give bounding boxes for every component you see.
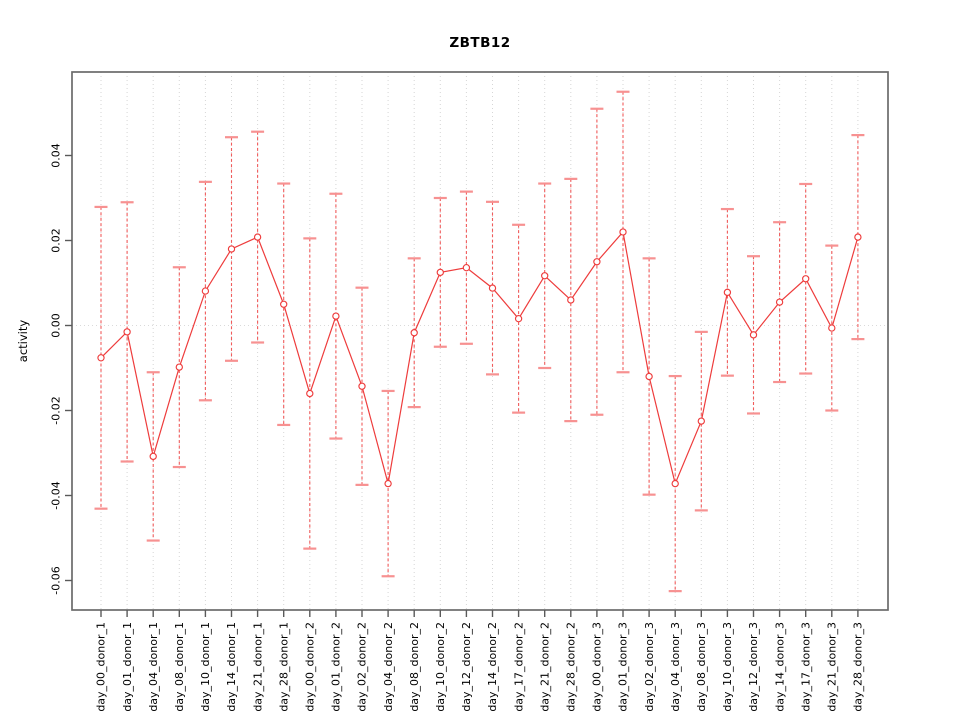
x-tick-label: day_00_donor_2 <box>304 622 317 712</box>
x-tick-label: day_28_donor_1 <box>277 622 290 712</box>
data-point-marker <box>358 382 366 390</box>
x-tick-label: day_08_donor_1 <box>173 622 186 712</box>
y-tick-label: -0.02 <box>50 396 63 424</box>
y-tick-labels: 0.04 0.02 0.00 -0.02 -0.04 -0.06 <box>50 143 63 594</box>
data-point-marker <box>123 328 131 336</box>
data-point-marker <box>149 452 157 461</box>
y-tick-label: 0.04 <box>50 143 63 168</box>
data-point-marker <box>306 389 314 398</box>
data-point-marker <box>619 228 627 236</box>
x-tick-label: day_00_donor_3 <box>591 622 604 712</box>
x-tick-label: day_10_donor_2 <box>434 622 447 712</box>
error-bars-layer <box>94 90 865 593</box>
x-tick-label: day_14_donor_1 <box>225 622 238 712</box>
data-point-marker <box>332 312 340 320</box>
y-axis-label: activity <box>16 320 30 363</box>
data-point-marker <box>227 245 236 253</box>
data-point-marker <box>488 284 497 292</box>
x-tick-label: day_04_donor_2 <box>382 622 395 712</box>
axes-layer <box>71 71 889 611</box>
data-point-marker <box>671 479 679 488</box>
x-tick-label: day_21_donor_2 <box>538 622 551 712</box>
data-point-marker <box>723 288 732 297</box>
chart-title: ZBTB12 <box>449 35 510 51</box>
x-tick-label: day_01_donor_3 <box>617 622 630 712</box>
data-point-marker <box>749 331 758 339</box>
x-tick-label: day_10_donor_1 <box>199 622 212 712</box>
series-line <box>100 230 859 486</box>
x-tick-label: day_28_donor_3 <box>852 622 865 712</box>
data-point-marker <box>436 268 444 277</box>
y-tick-label: -0.06 <box>50 566 63 594</box>
data-point-marker <box>567 296 575 304</box>
gridlines-layer <box>100 72 859 610</box>
y-tick-label: 0.02 <box>50 228 63 253</box>
x-tick-label: day_12_donor_2 <box>460 622 473 712</box>
x-tick-label: day_17_donor_3 <box>799 622 812 712</box>
data-point-marker <box>175 363 183 371</box>
x-tick-label: day_04_donor_3 <box>669 622 682 712</box>
x-tick-labels: day_00_donor_1 day_01_donor_1 day_04_donor… <box>95 622 865 712</box>
data-point-marker <box>410 329 418 337</box>
x-tick-label: day_00_donor_1 <box>95 622 108 712</box>
data-point-marker <box>384 479 392 488</box>
plot-border-box <box>71 71 889 611</box>
markers-layer <box>97 228 862 488</box>
y-tick-label: -0.04 <box>50 481 63 509</box>
data-point-marker <box>97 354 105 362</box>
x-tick-label: day_14_donor_3 <box>773 622 786 712</box>
x-tick-label: day_02_donor_2 <box>356 622 369 712</box>
data-point-marker <box>645 372 653 381</box>
x-tick-label: day_12_donor_3 <box>747 622 760 712</box>
x-tick-label: day_21_donor_1 <box>251 622 264 712</box>
x-tick-label: day_21_donor_3 <box>826 622 839 712</box>
data-point-marker <box>541 272 549 280</box>
x-tick-label: day_28_donor_2 <box>565 622 578 712</box>
data-point-marker <box>593 258 601 266</box>
x-tick-label: day_08_donor_2 <box>408 622 421 712</box>
x-tick-label: day_10_donor_3 <box>721 622 734 712</box>
x-tick-label: day_01_donor_1 <box>121 622 134 712</box>
x-tick-label: day_08_donor_3 <box>695 622 708 712</box>
tick-marks-layer <box>65 154 859 617</box>
data-point-marker <box>462 264 471 272</box>
x-tick-label: day_17_donor_2 <box>512 622 525 712</box>
x-tick-label: day_01_donor_2 <box>330 622 343 712</box>
x-tick-label: day_04_donor_1 <box>147 622 160 712</box>
data-point-marker <box>802 275 810 283</box>
data-point-marker <box>775 298 784 306</box>
data-point-marker <box>828 324 836 332</box>
data-point-marker <box>280 300 288 308</box>
x-tick-label: day_14_donor_2 <box>486 622 499 712</box>
data-point-marker <box>514 315 523 323</box>
data-point-marker <box>201 287 210 295</box>
data-point-marker <box>854 233 862 241</box>
data-point-marker <box>697 417 705 425</box>
data-point-marker <box>253 233 262 241</box>
series-line-layer <box>100 230 859 486</box>
y-tick-label: 0.00 <box>50 313 63 338</box>
x-tick-label: day_02_donor_3 <box>643 622 656 712</box>
